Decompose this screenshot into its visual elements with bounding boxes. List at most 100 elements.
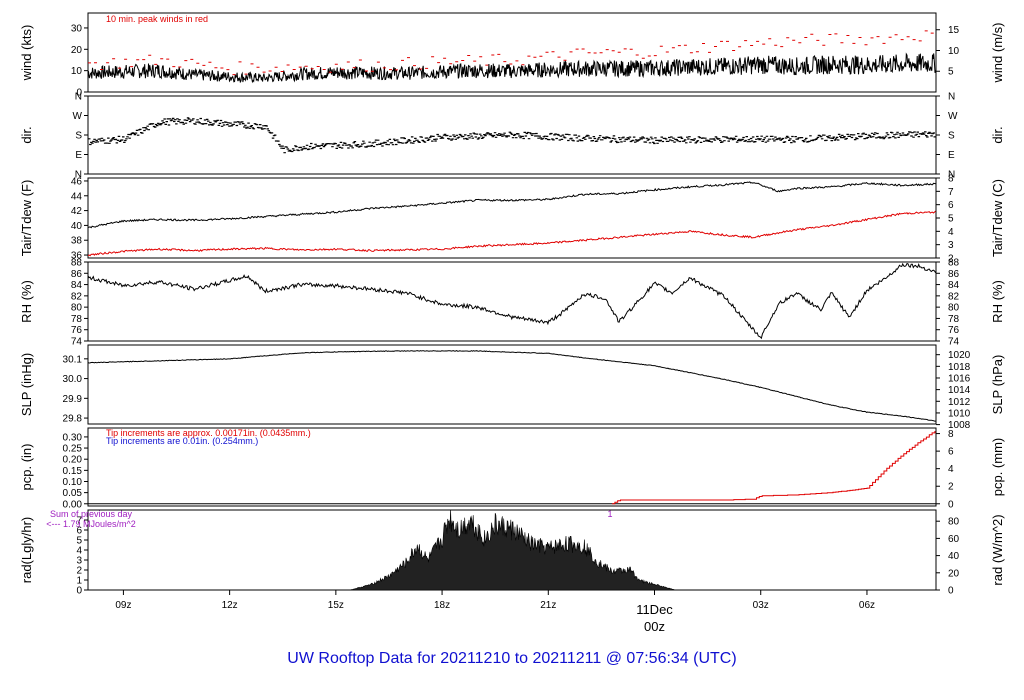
rh-left-tick-label: 78 bbox=[71, 314, 83, 325]
rh-right-tick-label: 74 bbox=[948, 337, 960, 348]
temp-frame bbox=[87, 177, 937, 259]
dir-left-tick-label: N bbox=[75, 170, 82, 181]
pcp-right-tick-label: 6 bbox=[948, 447, 954, 458]
x-tick-label: 06z bbox=[859, 600, 875, 611]
rad-right-tick-label: 20 bbox=[948, 568, 960, 579]
rh-left-tick-label: 80 bbox=[71, 303, 83, 314]
temp-left-tick-label: 38 bbox=[71, 236, 83, 247]
slp-right-tick-label: 1008 bbox=[948, 420, 971, 431]
wind-note: 10 min. peak winds in red bbox=[106, 14, 208, 24]
wind-left-tick-label: 30 bbox=[71, 23, 83, 34]
radiation-area bbox=[349, 510, 676, 590]
x-tick-label: 09z bbox=[115, 600, 131, 611]
wind-left-title: wind (kts) bbox=[19, 25, 34, 82]
dir-plot-area bbox=[88, 117, 936, 154]
precip-series-red bbox=[612, 431, 936, 505]
wind-right-title: wind (m/s) bbox=[990, 23, 1005, 84]
slp-right-tick-label: 1012 bbox=[948, 397, 971, 408]
dir-frame bbox=[87, 95, 937, 175]
rad-right-title: rad (W/m^2) bbox=[990, 514, 1005, 585]
slp-frame bbox=[87, 344, 937, 425]
slp-left-tick-label: 29.8 bbox=[63, 414, 83, 425]
slp-left-tick-label: 30.1 bbox=[63, 354, 83, 365]
wind-right-tick-label: 5 bbox=[948, 67, 954, 78]
temp-left-tick-label: 44 bbox=[71, 191, 83, 202]
dir-left-tick-label: N bbox=[75, 92, 82, 103]
wind-peak-series bbox=[88, 30, 934, 76]
dir-right-tick-label: N bbox=[948, 92, 955, 103]
rad-left-tick-label: 6 bbox=[76, 526, 82, 537]
wind-left-tick-label: 10 bbox=[71, 66, 83, 77]
rh-left-tick-label: 84 bbox=[71, 280, 83, 291]
temp-series-1 bbox=[88, 210, 936, 257]
page-title: UW Rooftop Data for 20211210 to 20211211… bbox=[287, 650, 737, 667]
rad-right-tick-label: 60 bbox=[948, 534, 960, 545]
slp-right-tick-label: 1014 bbox=[948, 385, 971, 396]
pcp-frame bbox=[87, 427, 937, 507]
rad-left-title: rad(Lgly/hr) bbox=[19, 517, 34, 583]
rh-right-tick-label: 82 bbox=[948, 291, 960, 302]
rh-right-tick-label: 80 bbox=[948, 303, 960, 314]
rh-series-0 bbox=[88, 262, 936, 340]
temp-series-0 bbox=[88, 181, 936, 229]
pcp-right-tick-label: 4 bbox=[948, 464, 954, 475]
slp-left-title: SLP (inHg) bbox=[19, 353, 34, 416]
dir-left-title: dir. bbox=[19, 126, 34, 143]
pcp-note-red: Tip increments are approx. 0.00171in. (0… bbox=[106, 428, 311, 438]
slp-series-0 bbox=[88, 350, 936, 422]
rad-left-tick-label: 3 bbox=[76, 556, 82, 567]
rh-plot-area bbox=[88, 262, 936, 340]
slp-right-tick-label: 1010 bbox=[948, 408, 971, 419]
rad-left-tick-label: 0 bbox=[76, 586, 82, 597]
x-tick-label: 21z bbox=[540, 600, 556, 611]
x-tick-label: 15z bbox=[328, 600, 344, 611]
rad-right-tick-label: 40 bbox=[948, 551, 960, 562]
slp-left-tick-label: 30.0 bbox=[63, 374, 83, 385]
temp-left-tick-label: 46 bbox=[71, 176, 83, 187]
pcp-right-tick-label: 0 bbox=[948, 499, 954, 510]
temp-left-title: Tair/Tdew (F) bbox=[19, 180, 34, 257]
rh-left-tick-label: 82 bbox=[71, 291, 83, 302]
temp-plot-area bbox=[88, 181, 936, 257]
rh-right-title: RH (%) bbox=[990, 280, 1005, 323]
wind-speed-series bbox=[88, 52, 936, 84]
pcp-right-tick-label: 8 bbox=[948, 429, 954, 440]
pcp-plot-area bbox=[88, 431, 936, 505]
temp-right-tick-label: 3 bbox=[948, 240, 954, 251]
temp-right-tick-label: 4 bbox=[948, 227, 954, 238]
slp-left-tick-label: 29.9 bbox=[63, 394, 83, 405]
x-tick-label: 03z bbox=[753, 600, 769, 611]
rad-left-tick-label: 4 bbox=[76, 546, 82, 557]
wind-plot-area bbox=[88, 30, 936, 84]
temp-left-tick-label: 36 bbox=[71, 251, 83, 262]
dir-right-tick-label: S bbox=[948, 131, 955, 142]
slp-right-tick-label: 1016 bbox=[948, 373, 971, 384]
temp-right-tick-label: 2 bbox=[948, 254, 954, 265]
pcp-left-tick-label: 0.05 bbox=[63, 488, 83, 499]
dir-right-title: dir. bbox=[990, 126, 1005, 143]
slp-right-title: SLP (hPa) bbox=[990, 355, 1005, 415]
rh-right-tick-label: 88 bbox=[948, 258, 960, 269]
rad-left-tick-label: 5 bbox=[76, 536, 82, 547]
temp-right-tick-label: 7 bbox=[948, 187, 954, 198]
wind-right-tick-label: 10 bbox=[948, 46, 960, 57]
temp-left-tick-label: 40 bbox=[71, 221, 83, 232]
rad-left-tick-label: 7 bbox=[76, 516, 82, 527]
rad-left-tick-label: 2 bbox=[76, 566, 82, 577]
rh-left-tick-label: 86 bbox=[71, 269, 83, 280]
dir-right-tick-label: W bbox=[948, 111, 958, 122]
rad-left-tick-label: 1 bbox=[76, 576, 82, 587]
slp-right-tick-label: 1020 bbox=[948, 350, 971, 361]
pcp-left-tick-label: 0.20 bbox=[63, 455, 83, 466]
wind-left-tick-label: 0 bbox=[76, 88, 82, 99]
pcp-right-title: pcp. (mm) bbox=[990, 438, 1005, 497]
pcp-left-tick-label: 0.25 bbox=[63, 444, 83, 455]
rad-note-line1: Sum of previous day bbox=[50, 509, 133, 519]
pcp-left-tick-label: 0.30 bbox=[63, 432, 83, 443]
wind-frame bbox=[87, 12, 937, 93]
temp-right-title: Tair/Tdew (C) bbox=[990, 179, 1005, 257]
slp-plot-area bbox=[88, 350, 936, 422]
rh-left-tick-label: 74 bbox=[71, 337, 83, 348]
pcp-left-title: pcp. (in) bbox=[19, 444, 34, 491]
